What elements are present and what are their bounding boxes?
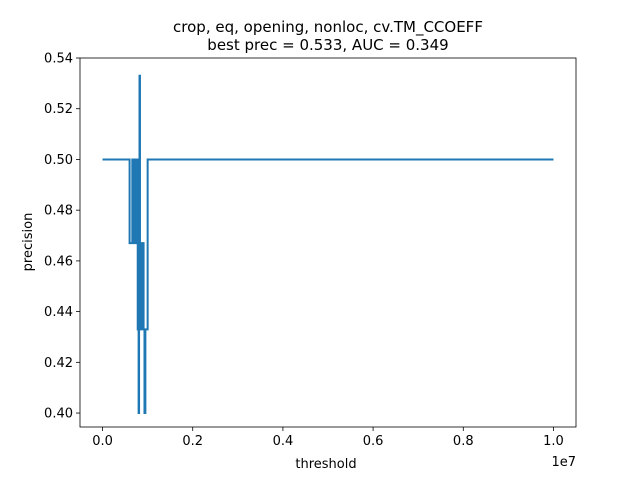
chart-subtitle: best prec = 0.533, AUC = 0.349 bbox=[207, 36, 448, 54]
axes-frame bbox=[79, 57, 577, 428]
y-tick-label: 0.54 bbox=[44, 52, 73, 67]
chart-title: crop, eq, opening, nonloc, cv.TM_CCOEFF bbox=[173, 18, 483, 37]
y-tick-label: 0.50 bbox=[44, 153, 73, 168]
x-tick-label: 0.6 bbox=[363, 434, 384, 449]
series-line bbox=[102, 74, 554, 415]
x-offset-label: 1e7 bbox=[551, 455, 576, 470]
y-tick-label: 0.46 bbox=[44, 254, 73, 269]
y-tick-label: 0.40 bbox=[44, 407, 73, 422]
plot-area bbox=[102, 74, 554, 415]
x-axis-label: threshold bbox=[295, 457, 356, 472]
x-axis: 0.0 0.2 0.4 0.6 0.8 1.0 bbox=[92, 427, 564, 449]
y-tick-label: 0.42 bbox=[44, 356, 73, 371]
y-tick-label: 0.52 bbox=[44, 102, 73, 117]
x-tick-label: 0.8 bbox=[453, 434, 474, 449]
x-tick-label: 0.0 bbox=[92, 434, 113, 449]
x-tick-label: 0.4 bbox=[273, 434, 294, 449]
y-axis: 0.40 0.42 0.44 0.46 0.48 0.50 0.52 0.54 bbox=[44, 52, 80, 422]
x-tick-label: 0.2 bbox=[182, 434, 203, 449]
y-tick-label: 0.48 bbox=[44, 204, 73, 219]
x-tick-label: 1.0 bbox=[543, 434, 564, 449]
y-axis-label: precision bbox=[21, 213, 36, 272]
y-tick-label: 0.44 bbox=[44, 305, 73, 320]
